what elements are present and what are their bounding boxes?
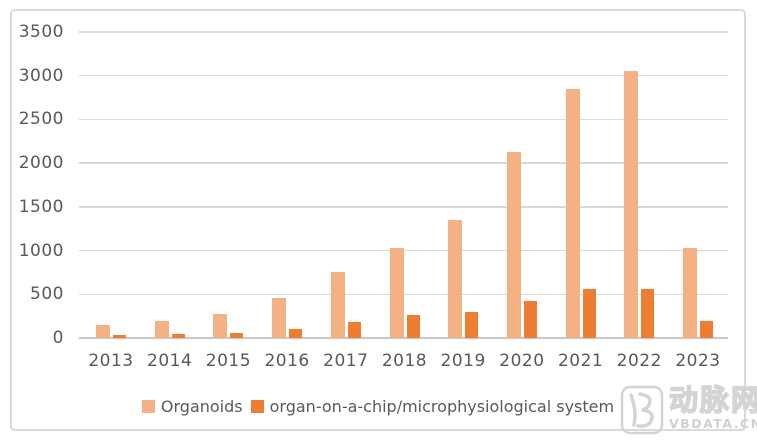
bar-organoids-2014 — [154, 321, 169, 338]
x-tick-label-2019: 2019 — [440, 351, 486, 371]
gridline-2000 — [79, 162, 728, 164]
legend-item-chip: organ-on-a-chip/microphysiological syste… — [250, 396, 615, 416]
y-tick-label-3000: 3000 — [18, 65, 64, 86]
bar-organoids-2022 — [624, 71, 639, 338]
bar-organoids-2017 — [330, 271, 345, 338]
bar-chip-2014 — [171, 334, 185, 338]
y-tick-label-0: 0 — [52, 328, 64, 348]
x-tick-label-2023: 2023 — [675, 351, 721, 371]
x-tick-label-2022: 2022 — [616, 351, 662, 371]
bar-organoids-2023 — [683, 247, 697, 338]
bar-chip-2013 — [113, 334, 126, 338]
bar-organoids-2019 — [448, 219, 463, 338]
x-tick-label-2021: 2021 — [557, 351, 604, 371]
y-tick-label-500: 500 — [30, 284, 64, 305]
y-tick-label-2500: 2500 — [18, 109, 64, 130]
bar-chip-2018 — [406, 315, 420, 338]
y-tick-label-1500: 1500 — [18, 196, 64, 217]
chart-frame: 0 500 1000 1500 2000 2500 3000 3500 2013 2014 201… — [10, 9, 746, 431]
x-tick-label-2017: 2017 — [323, 351, 369, 371]
gridline-2500 — [79, 118, 728, 121]
legend-label-organoids: Organoids — [160, 396, 243, 416]
gridline-1500 — [79, 206, 728, 208]
y-tick-label-3500: 3500 — [18, 22, 64, 42]
plot-area — [79, 31, 728, 339]
gridline-3500 — [79, 31, 728, 33]
x-tick-label-2020: 2020 — [499, 351, 545, 371]
legend-swatch-chip-icon — [250, 399, 264, 413]
bar-chip-2015 — [230, 332, 244, 338]
bar-chip-2023 — [700, 320, 713, 338]
legend-label-chip: organ-on-a-chip/microphysiological syste… — [269, 396, 615, 416]
x-tick-label-2015: 2015 — [205, 351, 252, 371]
gridline-3000 — [79, 74, 728, 77]
bar-organoids-2015 — [213, 313, 228, 338]
x-axis-line — [79, 337, 728, 339]
bar-chip-2019 — [465, 311, 479, 338]
bar-chip-2021 — [582, 289, 596, 338]
y-tick-label-2000: 2000 — [18, 153, 64, 174]
x-tick-label-2014: 2014 — [147, 351, 193, 371]
bar-organoids-2020 — [506, 151, 521, 338]
bar-chip-2016 — [289, 328, 303, 338]
bar-chip-2022 — [641, 289, 655, 338]
bar-chip-2020 — [523, 301, 537, 338]
bar-organoids-2016 — [272, 297, 287, 338]
x-tick-label-2018: 2018 — [381, 351, 428, 371]
y-tick-label-1000: 1000 — [18, 240, 64, 261]
bar-organoids-2021 — [565, 88, 580, 338]
x-tick-label-2016: 2016 — [264, 351, 310, 371]
bar-organoids-2013 — [96, 324, 110, 338]
gridline-1000 — [79, 249, 728, 252]
gridline-500 — [79, 293, 728, 296]
legend-swatch-organoids-icon — [141, 399, 155, 413]
x-tick-label-2013: 2013 — [88, 351, 134, 371]
bar-chip-2017 — [347, 322, 361, 338]
legend: Organoids organ-on-a-chip/microphysiolog… — [12, 396, 744, 416]
legend-item-organoids: Organoids — [141, 396, 243, 416]
bar-organoids-2018 — [389, 247, 404, 338]
